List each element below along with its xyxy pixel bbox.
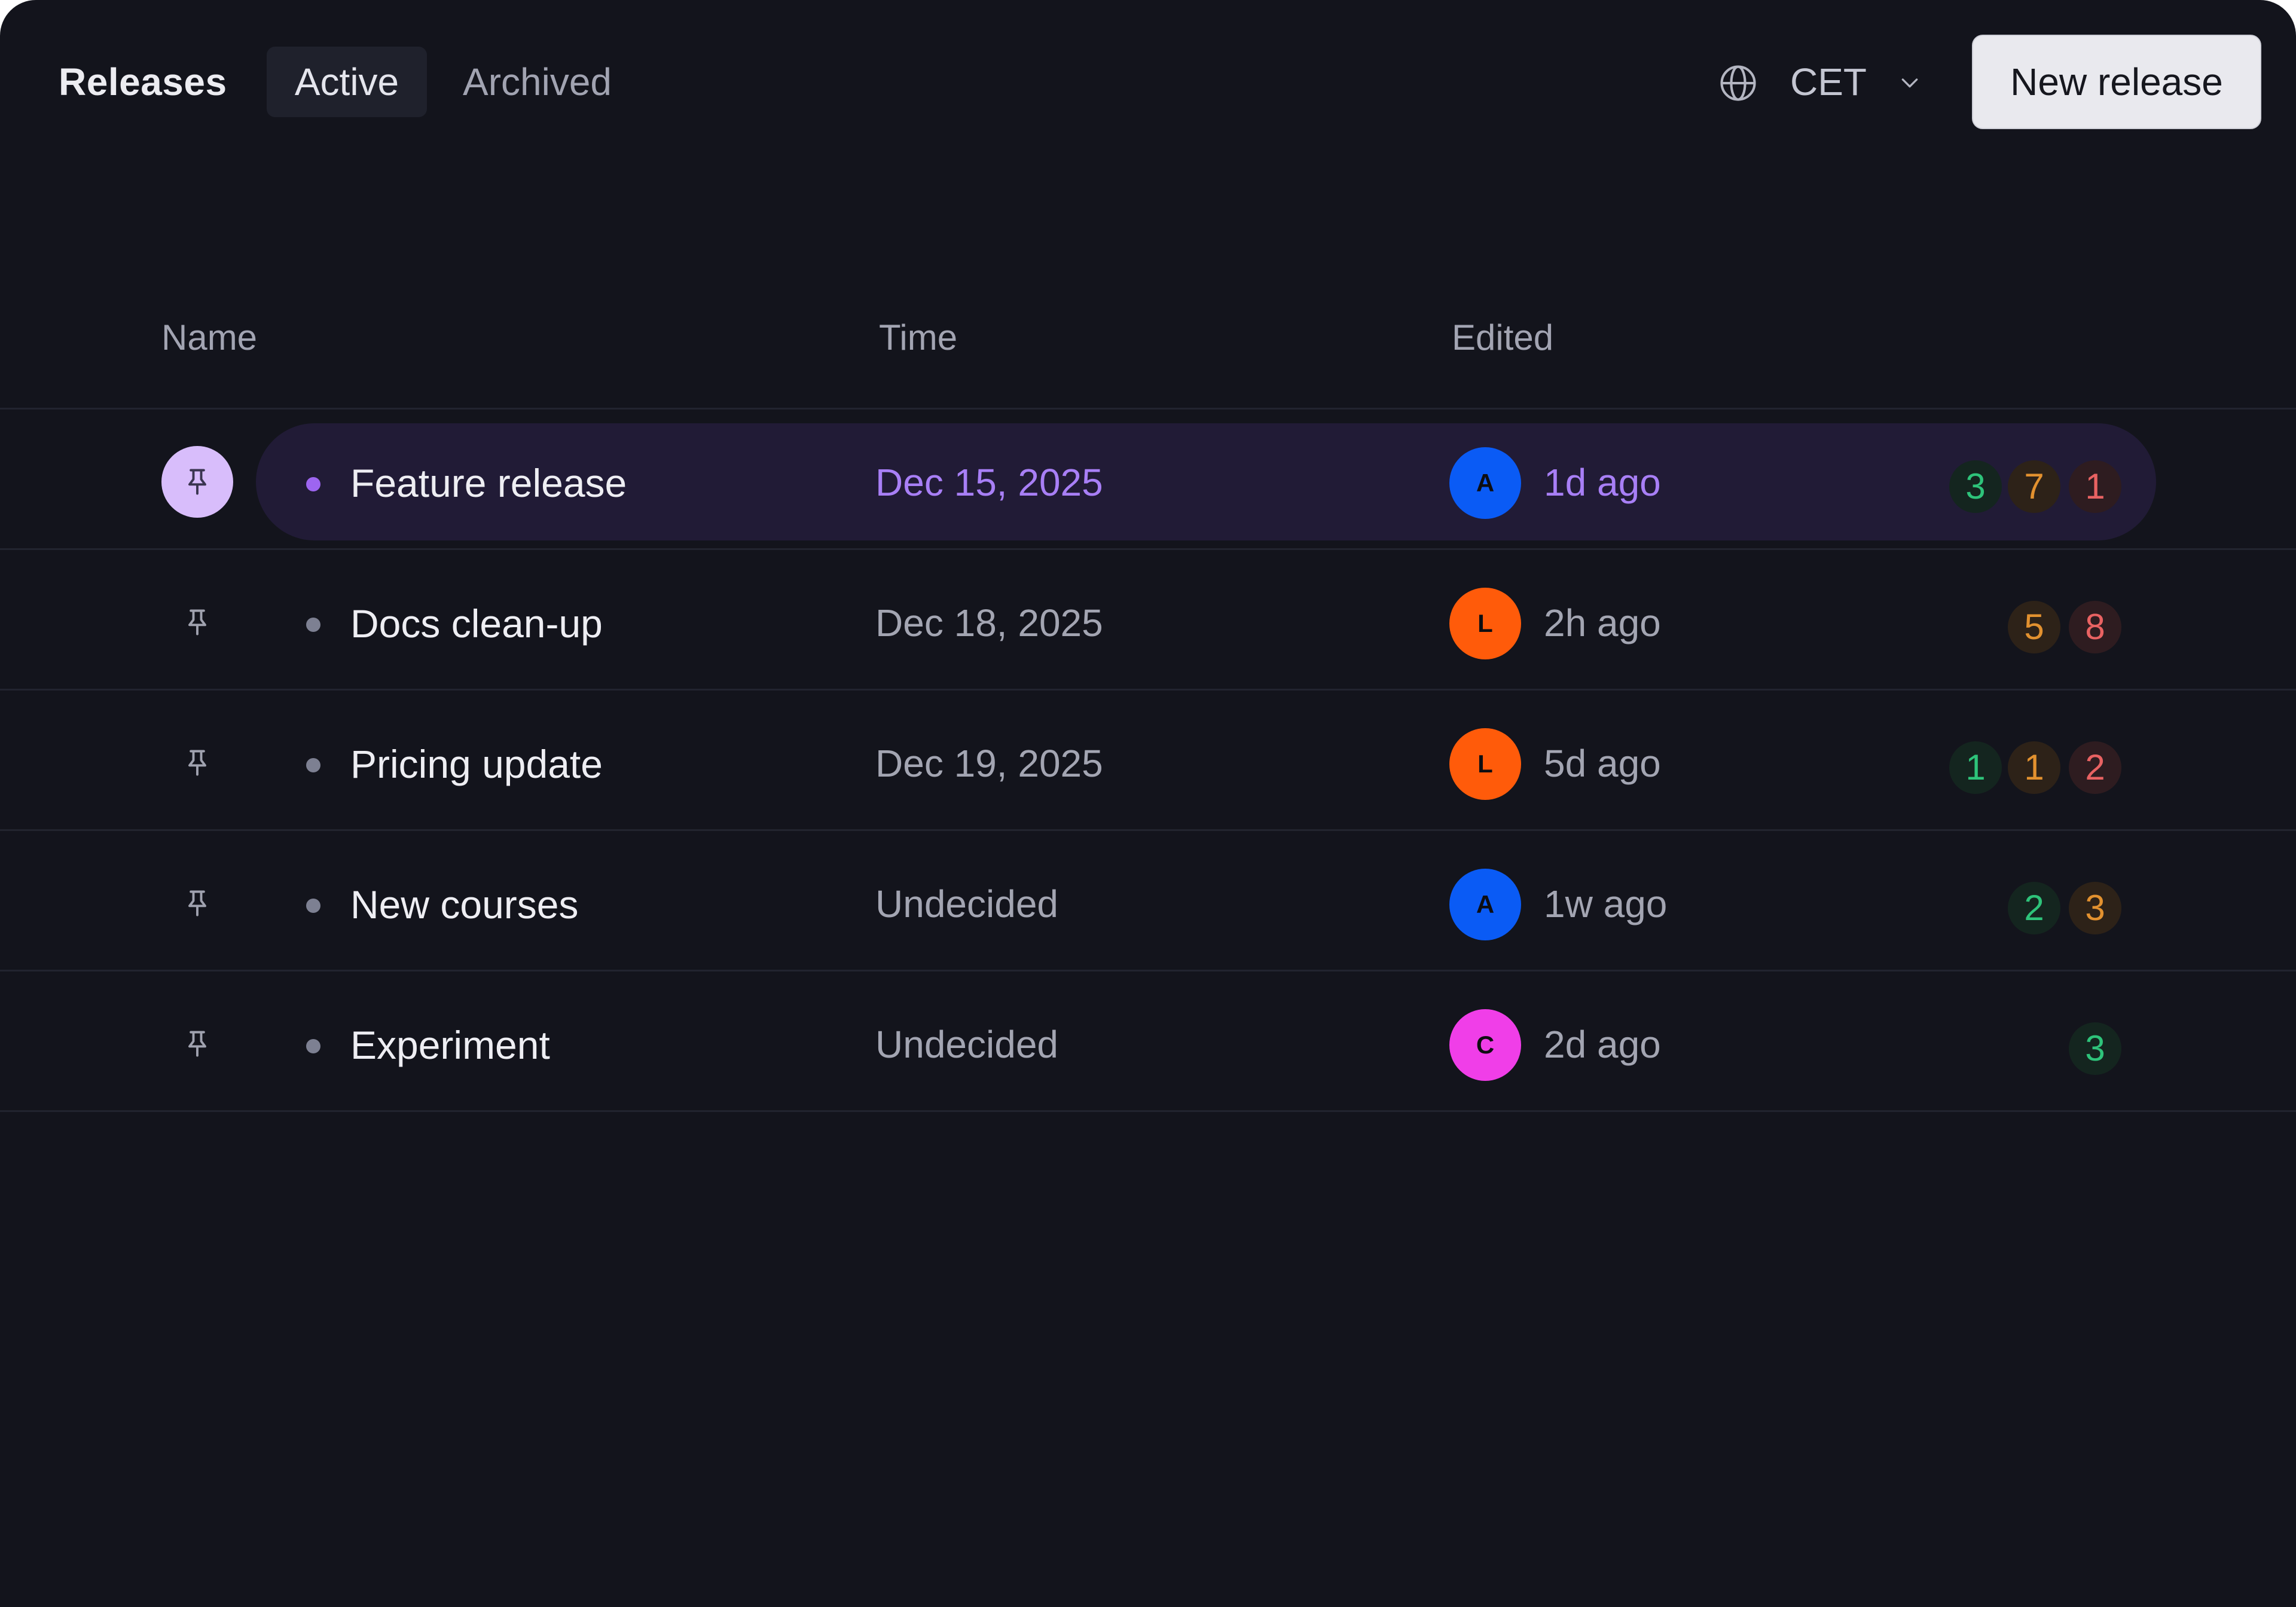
page-title: Releases	[59, 60, 227, 103]
count-badge-orange: 5	[2008, 601, 2060, 653]
pin-icon	[188, 750, 206, 776]
status-dot	[306, 758, 320, 772]
row-time: Undecided	[875, 1023, 1058, 1066]
count-badge-red: 8	[2069, 601, 2121, 653]
new-release-button[interactable]: New release	[1972, 35, 2261, 129]
table-row[interactable]: New courses Undecided A 1w ago 2 3	[0, 833, 2296, 971]
tab-archived[interactable]: Archived	[463, 60, 612, 103]
globe-icon	[1720, 65, 1756, 101]
avatar: L	[1449, 728, 1521, 800]
divider	[0, 548, 2296, 550]
column-header-time[interactable]: Time	[879, 317, 958, 358]
count-badge-green: 3	[2069, 1022, 2121, 1075]
avatar: A	[1449, 869, 1521, 940]
pin-button[interactable]	[161, 1008, 233, 1080]
count-badge-orange: 7	[2008, 460, 2060, 513]
avatar: A	[1449, 447, 1521, 519]
column-header-name[interactable]: Name	[161, 317, 258, 358]
pin-button[interactable]	[161, 446, 233, 518]
row-time: Dec 18, 2025	[875, 601, 1103, 644]
count-badge-green: 1	[1949, 741, 2002, 794]
avatar: C	[1449, 1009, 1521, 1081]
count-badge-green: 2	[2008, 882, 2060, 934]
status-dot	[306, 1039, 320, 1053]
status-dot	[306, 899, 320, 913]
count-badge-orange: 3	[2069, 882, 2121, 934]
table-row[interactable]: Docs clean-up Dec 18, 2025 L 2h ago 5 8	[0, 552, 2296, 691]
divider	[0, 1110, 2296, 1112]
count-badge-green: 3	[1949, 460, 2002, 513]
row-name[interactable]: Pricing update	[350, 742, 603, 786]
row-name[interactable]: Experiment	[350, 1023, 550, 1067]
pin-button[interactable]	[161, 727, 233, 799]
count-badge-red: 1	[2069, 460, 2121, 513]
row-name[interactable]: New courses	[350, 882, 579, 927]
divider	[0, 970, 2296, 971]
timezone-selector[interactable]: CET	[1716, 47, 1935, 117]
divider	[0, 829, 2296, 831]
header: Releases Active Archived CET New release	[0, 0, 2296, 165]
count-badge-orange: 1	[2008, 741, 2060, 794]
table-row[interactable]: Feature release Dec 15, 2025 A 1d ago 3 …	[0, 411, 2296, 550]
pin-icon	[188, 609, 206, 636]
table-row[interactable]: Pricing update Dec 19, 2025 L 5d ago 1 1…	[0, 692, 2296, 831]
timezone-label: CET	[1790, 60, 1867, 103]
row-time: Dec 15, 2025	[875, 461, 1103, 504]
row-edited: 2d ago	[1544, 1023, 1661, 1066]
status-dot	[306, 618, 320, 632]
pin-button[interactable]	[161, 586, 233, 658]
row-name[interactable]: Feature release	[350, 461, 627, 505]
row-edited: 1d ago	[1544, 461, 1661, 504]
count-badge-red: 2	[2069, 741, 2121, 794]
chevron-down-icon	[1901, 78, 1918, 88]
row-time: Undecided	[875, 882, 1058, 925]
row-highlight	[256, 423, 2156, 540]
row-name[interactable]: Docs clean-up	[350, 601, 603, 646]
avatar: L	[1449, 588, 1521, 659]
pin-button[interactable]	[161, 867, 233, 939]
row-edited: 1w ago	[1544, 882, 1668, 925]
row-time: Dec 19, 2025	[875, 742, 1103, 785]
divider	[0, 408, 2296, 410]
pin-icon	[188, 469, 206, 495]
column-header-edited[interactable]: Edited	[1452, 317, 1554, 358]
row-edited: 2h ago	[1544, 601, 1661, 644]
pin-icon	[188, 890, 206, 916]
status-dot	[306, 477, 320, 491]
table-row[interactable]: Experiment Undecided C 2d ago 3	[0, 973, 2296, 1112]
row-edited: 5d ago	[1544, 742, 1661, 785]
divider	[0, 689, 2296, 691]
pin-icon	[188, 1031, 206, 1057]
tab-active[interactable]: Active	[267, 47, 427, 117]
